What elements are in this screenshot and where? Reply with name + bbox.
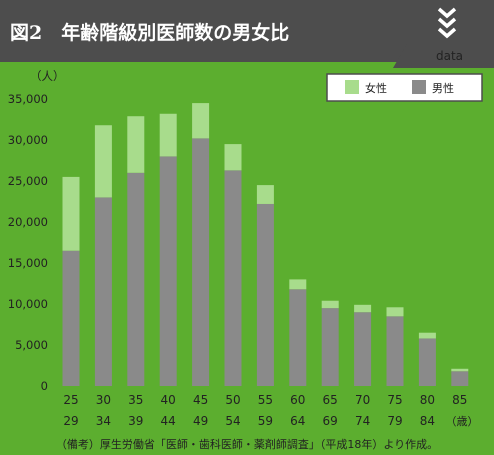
x-axis-label: （歳）: [446, 415, 479, 428]
bar-female: [354, 304, 372, 313]
chart-title: 図2 年齢階級別医師数の男女比: [10, 22, 290, 44]
bar-female: [289, 279, 307, 290]
x-tick-label-from: 40: [161, 393, 176, 407]
y-tick-label: 0: [41, 379, 48, 393]
x-tick-label-from: 45: [193, 393, 208, 407]
x-tick-label-from: 85: [452, 393, 467, 407]
x-tick-label-from: 65: [323, 393, 338, 407]
x-tick-label-from: 80: [420, 393, 435, 407]
source-note: （備考）厚生労働省「医師・歯科医師・薬剤師調査」（平成18年）より作成。: [55, 438, 439, 451]
bar-female: [94, 125, 112, 198]
y-axis-label: （人）: [30, 69, 65, 83]
bar-female: [321, 300, 339, 309]
x-tick-label-to: 59: [258, 414, 273, 428]
x-tick-label-from: 70: [355, 393, 370, 407]
x-tick-label-from: 55: [258, 393, 273, 407]
x-tick-label-from: 60: [290, 393, 305, 407]
chart-panel: [0, 62, 494, 455]
bar-female: [224, 144, 242, 171]
bar-male: [451, 371, 469, 386]
x-tick-label-to: 29: [63, 414, 78, 428]
x-tick-label-to: 44: [161, 414, 176, 428]
x-tick-label-from: 35: [128, 393, 143, 407]
bar-female: [62, 176, 80, 251]
bar-female: [159, 113, 177, 157]
bar-female: [386, 307, 404, 317]
bar-male: [321, 308, 339, 386]
bar-female: [127, 116, 145, 173]
bar-male: [289, 289, 307, 386]
x-tick-label-to: 49: [193, 414, 208, 428]
x-tick-label-to: 74: [355, 414, 370, 428]
y-tick-label: 15,000: [8, 256, 48, 270]
x-tick-label-from: 50: [225, 393, 240, 407]
bar-male: [386, 316, 404, 386]
y-tick-label: 10,000: [8, 297, 48, 311]
x-tick-label-to: 54: [225, 414, 240, 428]
x-tick-label-from: 75: [387, 393, 402, 407]
bar-male: [224, 170, 242, 386]
bar-female: [418, 332, 436, 339]
bar-male: [354, 312, 372, 386]
legend-label: 男性: [432, 81, 454, 95]
y-tick-label: 5,000: [15, 338, 48, 352]
data-tab: [393, 44, 494, 68]
bar-female: [192, 103, 210, 139]
x-tick-label-from: 25: [63, 393, 78, 407]
x-tick-label-from: 30: [96, 393, 111, 407]
y-tick-label: 30,000: [8, 133, 48, 147]
bar-male: [159, 156, 177, 386]
data-label: data: [436, 49, 464, 63]
triple-chevron-down-icon: [437, 7, 457, 39]
bar-female: [451, 368, 469, 372]
bar-female: [256, 185, 274, 204]
y-tick-label: 20,000: [8, 215, 48, 229]
x-tick-label-to: 84: [420, 414, 435, 428]
bar-male: [62, 250, 80, 386]
bar-male: [256, 203, 274, 386]
bar-male: [127, 172, 145, 386]
y-tick-label: 25,000: [8, 174, 48, 188]
legend-swatch: [412, 80, 426, 94]
x-tick-label-to: 79: [387, 414, 402, 428]
bar-male: [192, 138, 210, 386]
x-tick-label-to: 39: [128, 414, 143, 428]
x-tick-label-to: 34: [96, 414, 111, 428]
bar-male: [94, 197, 112, 386]
x-tick-label-to: 69: [323, 414, 338, 428]
legend-label: 女性: [365, 81, 387, 95]
x-tick-label-to: 64: [290, 414, 305, 428]
bar-male: [418, 338, 436, 386]
legend-swatch: [345, 80, 359, 94]
y-tick-label: 35,000: [8, 92, 48, 106]
